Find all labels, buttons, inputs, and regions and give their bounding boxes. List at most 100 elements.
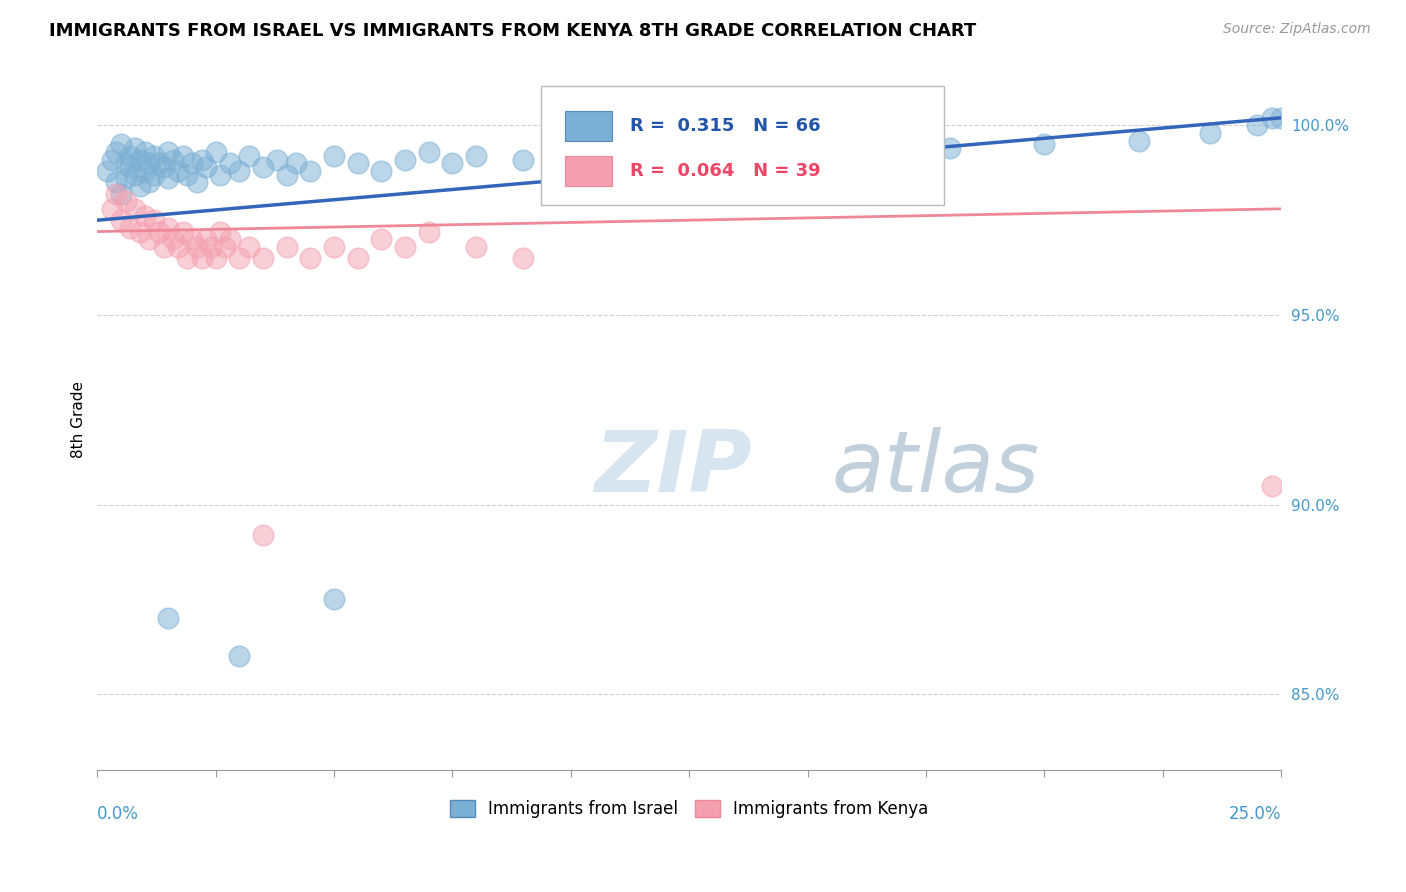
Point: [157, 145, 180, 159]
Point: [190, 251, 212, 265]
Point: [152, 160, 174, 174]
Point: [129, 179, 152, 194]
Point: [152, 240, 174, 254]
Point: [100, 202, 122, 216]
Point: [148, 156, 170, 170]
Point: [323, 592, 346, 607]
Point: [394, 240, 416, 254]
Point: [105, 186, 128, 201]
Point: [370, 232, 392, 246]
Point: [1246, 119, 1268, 133]
Point: [204, 145, 226, 159]
Point: [938, 141, 960, 155]
Point: [176, 251, 198, 265]
Point: [512, 251, 534, 265]
Point: [200, 240, 222, 254]
Point: [219, 232, 242, 246]
Point: [252, 160, 274, 174]
Point: [276, 168, 298, 182]
Point: [209, 225, 232, 239]
Point: [441, 156, 464, 170]
Point: [105, 175, 128, 189]
Point: [465, 149, 488, 163]
Point: [228, 649, 250, 664]
Point: [124, 202, 146, 216]
Point: [1260, 478, 1282, 492]
Point: [323, 240, 346, 254]
Point: [346, 156, 368, 170]
Point: [105, 145, 128, 159]
Point: [1270, 111, 1292, 125]
Point: [110, 137, 132, 152]
Point: [219, 156, 242, 170]
Point: [238, 240, 260, 254]
Point: [124, 141, 146, 155]
Point: [418, 225, 440, 239]
Text: R =  0.315   N = 66: R = 0.315 N = 66: [630, 117, 821, 135]
Point: [228, 164, 250, 178]
Point: [844, 137, 866, 152]
Text: atlas: atlas: [831, 427, 1039, 510]
Point: [512, 153, 534, 167]
Point: [143, 168, 166, 182]
Point: [299, 164, 322, 178]
Point: [186, 175, 208, 189]
Text: 25.0%: 25.0%: [1229, 805, 1281, 823]
Point: [143, 149, 166, 163]
Point: [214, 240, 236, 254]
Point: [162, 232, 184, 246]
Point: [114, 171, 136, 186]
Point: [114, 194, 136, 209]
Point: [181, 232, 204, 246]
Point: [157, 611, 180, 625]
Point: [100, 153, 122, 167]
Point: [143, 213, 166, 227]
Point: [238, 149, 260, 163]
Point: [120, 220, 142, 235]
Point: [134, 210, 156, 224]
Point: [120, 149, 142, 163]
Point: [465, 240, 488, 254]
Point: [1199, 126, 1222, 140]
Point: [418, 145, 440, 159]
Point: [346, 251, 368, 265]
Text: IMMIGRANTS FROM ISRAEL VS IMMIGRANTS FROM KENYA 8TH GRADE CORRELATION CHART: IMMIGRANTS FROM ISRAEL VS IMMIGRANTS FRO…: [49, 22, 976, 40]
Point: [134, 164, 156, 178]
Point: [252, 528, 274, 542]
Point: [252, 251, 274, 265]
Point: [181, 156, 204, 170]
Point: [1128, 134, 1150, 148]
FancyBboxPatch shape: [541, 86, 943, 205]
Point: [138, 156, 160, 170]
Point: [172, 225, 194, 239]
Point: [166, 164, 188, 178]
Point: [1260, 111, 1282, 125]
Point: [323, 149, 346, 163]
Point: [110, 186, 132, 201]
Point: [186, 240, 208, 254]
Text: 0.0%: 0.0%: [97, 805, 139, 823]
Y-axis label: 8th Grade: 8th Grade: [72, 381, 86, 458]
Point: [148, 225, 170, 239]
Bar: [565, 112, 612, 141]
Point: [228, 251, 250, 265]
Point: [134, 145, 156, 159]
Point: [172, 149, 194, 163]
Point: [285, 156, 308, 170]
Point: [299, 251, 322, 265]
Point: [276, 240, 298, 254]
Point: [176, 168, 198, 182]
Point: [166, 240, 188, 254]
Point: [560, 160, 582, 174]
Point: [195, 232, 218, 246]
Point: [120, 160, 142, 174]
Point: [370, 164, 392, 178]
Point: [96, 164, 118, 178]
Legend: Immigrants from Israel, Immigrants from Kenya: Immigrants from Israel, Immigrants from …: [443, 793, 935, 825]
Point: [394, 153, 416, 167]
Point: [129, 225, 152, 239]
Point: [190, 153, 212, 167]
Point: [204, 251, 226, 265]
Point: [157, 171, 180, 186]
Point: [138, 232, 160, 246]
